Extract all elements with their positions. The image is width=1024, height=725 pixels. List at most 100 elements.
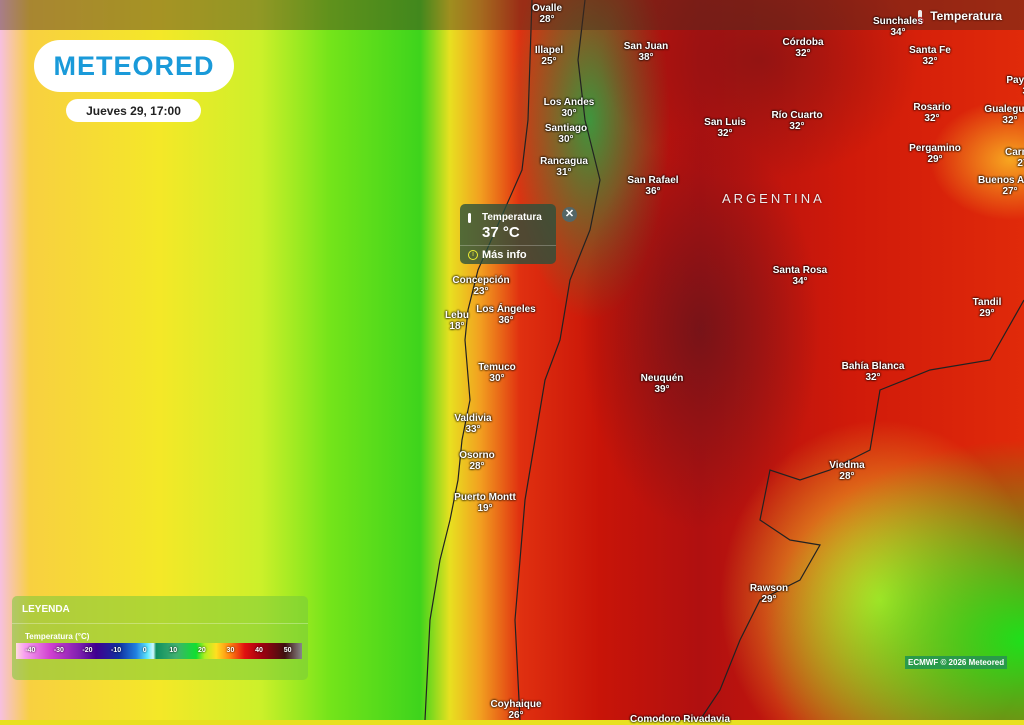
city-marker[interactable]: Illapel 25°: [535, 45, 563, 67]
city-temperature: 27°: [1017, 158, 1024, 169]
city-marker[interactable]: Los Andes 30°: [544, 97, 595, 119]
city-marker[interactable]: Río Cuarto 32°: [771, 110, 822, 132]
city-name: Temuco: [478, 362, 516, 373]
scale-tick: 40: [255, 647, 263, 654]
city-marker[interactable]: Lebu 18°: [445, 310, 469, 332]
city-name: Rancagua: [540, 156, 588, 167]
city-marker[interactable]: Los Ángeles 36°: [476, 304, 535, 326]
city-temperature: 34°: [1006, 86, 1024, 97]
country-label: ARGENTINA: [722, 191, 825, 206]
city-temperature: 32°: [922, 56, 938, 67]
city-marker[interactable]: Viedma 28°: [829, 460, 864, 482]
scale-tick: -40: [25, 647, 36, 654]
city-marker[interactable]: Paysandú34°: [1006, 75, 1024, 97]
city-marker[interactable]: Valdivia 33°: [454, 413, 491, 435]
city-temperature: 28°: [469, 461, 485, 472]
city-marker[interactable]: Santa Fe 32°: [909, 45, 951, 67]
city-marker[interactable]: Osorno 28°: [459, 450, 495, 472]
city-temperature: 27°: [1002, 186, 1018, 197]
city-temperature: 32°: [789, 121, 805, 132]
city-marker[interactable]: Bahía Blanca 32°: [842, 361, 905, 383]
city-name: Rawson: [749, 583, 789, 594]
layer-selector[interactable]: Temperatura: [916, 9, 1002, 25]
city-marker[interactable]: Ovalle 28°: [532, 3, 562, 25]
city-temperature: 30°: [558, 134, 574, 145]
city-name: Santa Fe: [909, 45, 951, 56]
city-marker[interactable]: San Juan 38°: [624, 41, 668, 63]
close-tooltip-button[interactable]: ✕: [562, 207, 577, 222]
chile-coastline: [424, 0, 533, 720]
scale-tick: 0: [142, 647, 147, 654]
city-marker[interactable]: Puerto Montt 19°: [454, 492, 516, 514]
city-marker[interactable]: Temuco 30°: [478, 362, 516, 384]
city-temperature: 18°: [449, 321, 465, 332]
city-temperature: 29°: [761, 594, 777, 605]
city-temperature: 29°: [927, 154, 943, 165]
city-temperature: 32°: [717, 128, 733, 139]
city-temperature: 36°: [498, 315, 514, 326]
city-marker[interactable]: Santa Rosa 34°: [773, 265, 827, 287]
city-name: Tandil: [972, 297, 1002, 308]
city-name: Viedma: [829, 460, 865, 471]
legend-title: LEYENDA: [22, 604, 70, 615]
scale-tick: 20: [197, 647, 206, 654]
city-marker[interactable]: Rawson 29°: [750, 583, 788, 605]
city-marker[interactable]: Gualeguay32°: [984, 104, 1024, 126]
city-temperature: 36°: [645, 186, 661, 197]
city-temperature: 23°: [473, 286, 489, 297]
city-name: Ovalle: [531, 3, 563, 14]
top-bar: [0, 0, 1024, 30]
city-name: Santa Rosa: [772, 265, 828, 276]
city-name: Concepción: [452, 275, 510, 286]
city-temperature: 32°: [795, 48, 811, 59]
city-temperature: 34°: [792, 276, 808, 287]
city-marker[interactable]: Concepción 23°: [452, 275, 509, 297]
city-temperature: 28°: [539, 14, 555, 25]
city-temperature: 29°: [979, 308, 995, 319]
thermometer-icon: [916, 10, 925, 25]
city-marker[interactable]: Carmelo27°: [1005, 147, 1024, 169]
city-name: Lebu: [445, 310, 469, 321]
city-marker[interactable]: Pergamino 29°: [909, 143, 961, 165]
city-temperature: 28°: [839, 471, 855, 482]
meteored-logo[interactable]: METEORED: [34, 40, 234, 92]
temperature-color-scale: -40 -30 -20 -10 0 10 20 30 40 50: [16, 643, 302, 659]
city-marker[interactable]: San Rafael 36°: [627, 175, 678, 197]
more-info-link[interactable]: Más info: [482, 249, 527, 261]
city-marker[interactable]: Buenos Aires27°: [978, 175, 1024, 197]
scale-tick: -20: [82, 647, 93, 654]
atlantic-coastline: [699, 299, 1024, 720]
city-name: Gualeguay: [984, 104, 1024, 115]
city-marker[interactable]: Neuquén 39°: [641, 373, 684, 395]
scale-tick: -10: [111, 647, 122, 654]
city-temperature: 39°: [654, 384, 670, 395]
city-marker[interactable]: Córdoba 32°: [782, 37, 823, 59]
city-temperature: 32°: [924, 113, 940, 124]
legend-subtitle: Temperatura (°C): [25, 632, 90, 641]
city-name: Neuquén: [640, 373, 684, 384]
city-temperature: 33°: [465, 424, 481, 435]
city-name: San Luis: [704, 117, 746, 128]
city-temperature: 30°: [489, 373, 505, 384]
scale-tick: 50: [283, 647, 292, 654]
city-name: Paysandú: [1006, 75, 1024, 86]
city-temperature: 32°: [865, 372, 881, 383]
city-temperature: 34°: [890, 27, 906, 38]
city-name: Illapel: [534, 45, 564, 56]
city-marker[interactable]: Santiago 30°: [545, 123, 587, 145]
city-marker[interactable]: Sunchales 34°: [873, 16, 923, 38]
city-marker[interactable]: Tandil 29°: [973, 297, 1002, 319]
info-icon: i: [468, 250, 478, 260]
city-name: Pergamino: [909, 143, 961, 154]
city-marker[interactable]: Rosario 32°: [913, 102, 950, 124]
city-name: Carmelo: [1004, 147, 1024, 158]
andes-border: [514, 0, 601, 720]
forecast-datetime[interactable]: Jueves 29, 17:00: [66, 99, 201, 122]
scale-tick: 10: [169, 647, 178, 654]
city-marker[interactable]: Rancagua 31°: [540, 156, 588, 178]
city-marker[interactable]: Coyhaique 26°: [490, 699, 541, 721]
scale-tick: -30: [53, 647, 64, 654]
city-name: San Juan: [623, 41, 669, 52]
city-marker[interactable]: San Luis 32°: [704, 117, 746, 139]
attribution: ECMWF © 2026 Meteored: [905, 656, 1008, 669]
